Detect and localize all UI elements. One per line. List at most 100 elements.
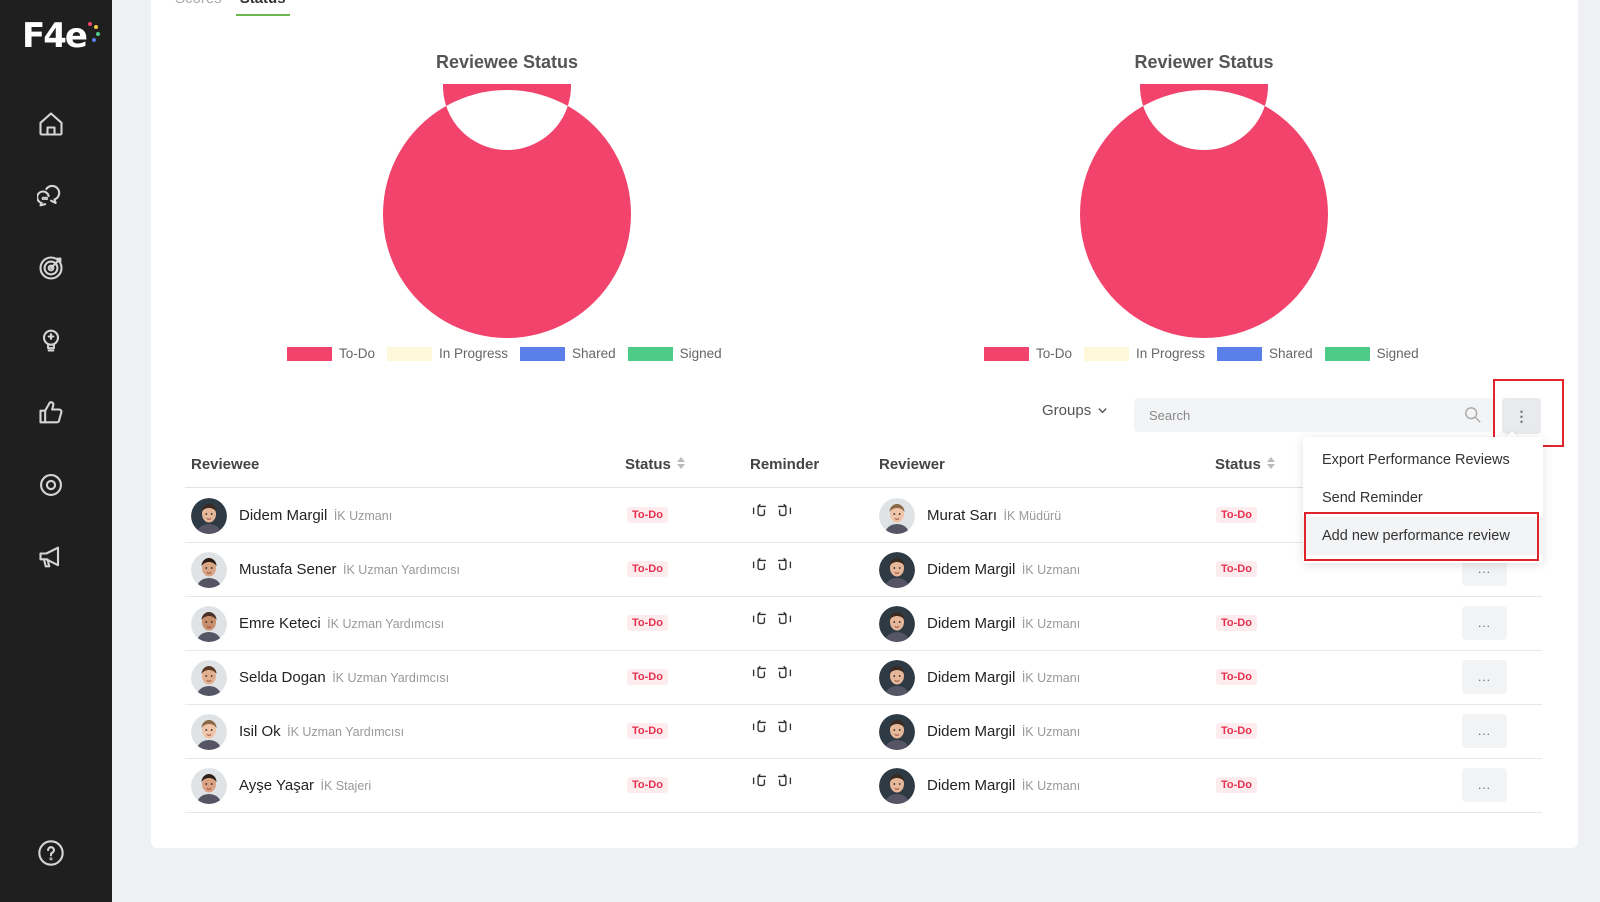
home-icon[interactable] (36, 109, 66, 139)
legend-item[interactable]: To-Do (287, 346, 375, 361)
reviewee-name[interactable]: Didem Margil (239, 507, 328, 524)
reviewee-chart-title: Reviewee Status (435, 52, 579, 72)
avatar (191, 498, 227, 534)
row-more-button[interactable]: ... (1462, 606, 1507, 640)
legend-label: To-Do (1036, 346, 1073, 361)
reviewer-name[interactable]: Didem Margil (927, 669, 1016, 686)
menu-item-add-review[interactable]: Add new performance review (1303, 517, 1543, 555)
reviewee-name[interactable]: Ayşe Yaşar (239, 777, 315, 794)
legend-item[interactable]: To-Do (984, 346, 1072, 361)
megaphone-icon[interactable] (36, 542, 66, 572)
reminder-actions (750, 555, 794, 578)
more-options-menu: Export Performance Reviews Send Reminder… (1303, 437, 1543, 563)
legend-item[interactable]: In Progress (1084, 346, 1205, 361)
legend-swatch (1217, 346, 1263, 361)
col-header-status[interactable]: Status (625, 456, 685, 473)
reviewer-role: İK Uzmanı (1021, 725, 1081, 739)
table-row[interactable]: Mustafa Sener İK Uzman Yardımcısı To-Do … (185, 542, 1542, 597)
tab-scores[interactable]: Scores (175, 0, 222, 16)
remind-back-icon[interactable] (750, 555, 768, 578)
search-field[interactable] (1134, 398, 1494, 432)
app-logo[interactable]: F4e (22, 16, 100, 56)
donut-slice-to-do[interactable] (1079, 84, 1328, 338)
logo-dots-icon (86, 22, 100, 44)
legend-label: Signed (679, 346, 722, 361)
table-row[interactable]: Emre Keteci İK Uzman Yardımcısı To-Do Di… (185, 596, 1542, 651)
remind-back-icon[interactable] (750, 663, 768, 686)
settings-icon[interactable] (36, 470, 66, 500)
reviewee-name[interactable]: Isil Ok (239, 723, 281, 740)
reviewee-name[interactable]: Emre Keteci (239, 615, 321, 632)
remind-back-icon[interactable] (750, 717, 768, 740)
remind-forward-icon[interactable] (776, 555, 794, 578)
remind-forward-icon[interactable] (776, 663, 794, 686)
row-more-button[interactable]: ... (1462, 714, 1507, 748)
reviewer-name[interactable]: Didem Margil (927, 615, 1016, 632)
table-row[interactable]: Selda Dogan İK Uzman Yardımcısı To-Do Di… (185, 650, 1542, 705)
sort-icon[interactable] (1266, 456, 1275, 473)
reviewee-name[interactable]: Selda Dogan (239, 669, 326, 686)
legend-swatch (287, 346, 332, 361)
legend-item[interactable]: Shared (1217, 346, 1313, 361)
reminder-actions (750, 771, 794, 794)
search-icon[interactable] (1464, 406, 1482, 424)
status-badge: To-Do (627, 561, 668, 577)
reviewer-name[interactable]: Murat Sarı (927, 507, 998, 524)
remind-forward-icon[interactable] (776, 771, 794, 794)
reviewer-chart-title: Reviewer Status (1134, 52, 1274, 72)
reviewee-role: İK Uzman Yardımcısı (332, 671, 450, 685)
chat-bubbles-icon[interactable] (36, 181, 66, 211)
sort-icon[interactable] (676, 456, 685, 473)
search-input[interactable] (1134, 398, 1494, 432)
remind-forward-icon[interactable] (776, 609, 794, 632)
remind-back-icon[interactable] (750, 609, 768, 632)
legend-swatch (984, 346, 1029, 361)
groups-dropdown[interactable]: Groups (1042, 402, 1108, 419)
row-more-button[interactable]: ... (1462, 660, 1507, 694)
remind-back-icon[interactable] (750, 501, 768, 524)
remind-forward-icon[interactable] (776, 717, 794, 740)
reminder-actions (750, 717, 794, 740)
donut-slice-to-do[interactable] (382, 84, 631, 338)
legend-item[interactable]: In Progress (387, 346, 508, 361)
table-row[interactable]: Isil Ok İK Uzman Yardımcısı To-Do Didem … (185, 704, 1542, 759)
tab-status[interactable]: Status (235, 0, 290, 16)
lightbulb-icon[interactable] (36, 325, 66, 355)
table-row[interactable]: Ayşe Yaşar İK Stajeri To-Do Didem Margil… (185, 758, 1542, 813)
reviewee-cell: Ayşe Yaşar İK Stajeri (191, 768, 371, 804)
legend-label: Shared (572, 346, 616, 361)
reviewer-name[interactable]: Didem Margil (927, 723, 1016, 740)
thumbs-up-icon[interactable] (36, 398, 66, 428)
logo-text: F4e (22, 16, 88, 56)
reviewer-name[interactable]: Didem Margil (927, 561, 1016, 578)
reviewer-role: İK Uzmanı (1021, 563, 1081, 577)
reviewee-cell: Didem Margil İK Uzmanı (191, 498, 392, 534)
groups-label: Groups (1042, 402, 1092, 419)
reviewee-cell: Selda Dogan İK Uzman Yardımcısı (191, 660, 449, 696)
reviewee-name[interactable]: Mustafa Sener (239, 561, 337, 578)
reviewer-role: İK Müdürü (1003, 509, 1062, 523)
reviewer-name[interactable]: Didem Margil (927, 777, 1016, 794)
highlight-add-review (1304, 512, 1539, 561)
legend-item[interactable]: Shared (520, 346, 616, 361)
avatar (879, 714, 915, 750)
remind-forward-icon[interactable] (776, 501, 794, 524)
menu-item-export-reviews[interactable]: Export Performance Reviews (1322, 452, 1510, 468)
col-header-reviewer-status[interactable]: Status (1215, 456, 1275, 473)
more-options-button[interactable]: ⋮ (1502, 398, 1541, 434)
reviewer-status-badge: To-Do (1216, 723, 1257, 739)
remind-back-icon[interactable] (750, 771, 768, 794)
legend-item[interactable]: Signed (1324, 346, 1419, 361)
question-circle-icon[interactable] (36, 838, 66, 868)
reviewee-role: İK Uzman Yardımcısı (343, 563, 460, 577)
menu-item-send-reminder[interactable]: Send Reminder (1322, 490, 1423, 506)
reviewee-legend: To-Do In Progress Shared Signed (287, 346, 726, 361)
reviewee-donut-chart (382, 84, 631, 338)
legend-item[interactable]: Signed (627, 346, 722, 361)
target-icon[interactable] (36, 253, 66, 283)
reminder-actions (750, 663, 794, 686)
row-more-button[interactable]: ... (1462, 768, 1507, 802)
col-header-reviewer: Reviewer (879, 456, 945, 473)
col-header-reviewee: Reviewee (191, 456, 259, 473)
status-badge: To-Do (627, 615, 668, 631)
